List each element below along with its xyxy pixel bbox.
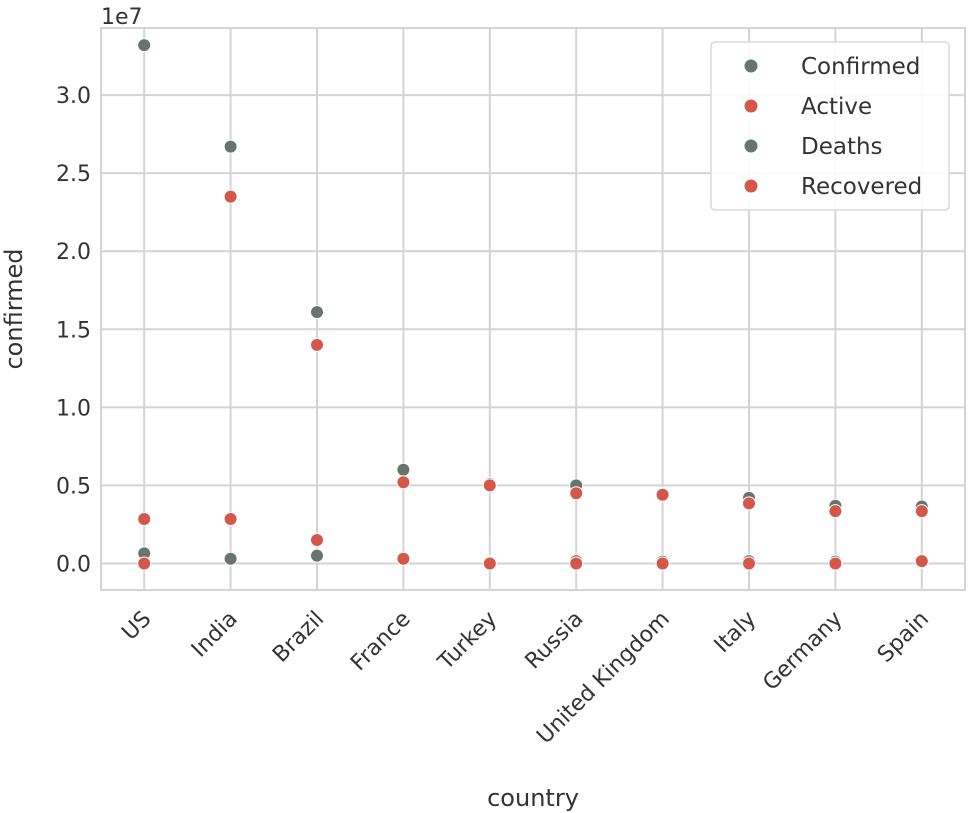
point-confirmed <box>396 462 411 477</box>
point-active <box>655 487 670 502</box>
legend-box <box>710 41 950 211</box>
plot-frame <box>100 27 966 591</box>
x-tick-label: Italy <box>710 607 761 658</box>
legend-label-confirmed: Confirmed <box>801 54 920 80</box>
point-active <box>223 189 238 204</box>
y-tick-label: 0.0 <box>56 552 91 577</box>
legend-label-active: Active <box>801 94 872 120</box>
point-active <box>569 486 584 501</box>
y-tick-label: 0.5 <box>56 474 91 499</box>
point-confirmed <box>310 305 324 320</box>
point-recovered <box>482 556 497 571</box>
y-tick-label: 2.0 <box>56 240 91 265</box>
y-tick-label: 1.5 <box>56 318 91 343</box>
x-tick-label: Brazil <box>268 607 329 668</box>
point-active <box>742 496 756 511</box>
point-active <box>482 478 497 493</box>
point-active <box>310 337 324 352</box>
point-recovered <box>914 554 929 569</box>
point-confirmed <box>223 139 238 154</box>
x-tick-label: India <box>187 607 243 663</box>
y-offset-label: 1e7 <box>101 5 143 30</box>
x-axis-title: country <box>487 784 579 812</box>
point-confirmed <box>137 38 152 53</box>
x-tick-label: Turkey <box>433 607 502 676</box>
legend-marker-recovered <box>744 179 758 193</box>
point-recovered <box>742 556 756 571</box>
x-tick-label: Russia <box>521 607 589 675</box>
legend-marker-confirmed <box>744 59 758 73</box>
point-active <box>396 475 411 490</box>
point-deaths <box>223 551 238 566</box>
y-tick-labels: 0.0 0.5 1.0 1.5 2.0 2.5 3.0 <box>56 84 91 577</box>
x-tick-label: Spain <box>873 607 934 668</box>
legend: Confirmed Active Deaths Recovered <box>710 41 950 211</box>
point-recovered <box>396 551 411 566</box>
legend-label-recovered: Recovered <box>801 174 922 200</box>
point-deaths <box>310 548 324 563</box>
point-active <box>137 511 152 526</box>
legend-marker-deaths <box>744 139 758 153</box>
legend-label-deaths: Deaths <box>801 134 883 160</box>
x-tick-label: US <box>117 607 156 646</box>
point-recovered <box>223 511 238 526</box>
point-active <box>828 504 843 519</box>
point-recovered <box>828 556 843 571</box>
y-tick-label: 1.0 <box>56 396 91 421</box>
x-tick-label: France <box>346 607 415 676</box>
point-active <box>914 504 929 519</box>
x-tick-label: Germany <box>758 607 847 696</box>
point-recovered <box>569 556 584 571</box>
point-recovered <box>655 556 670 571</box>
point-recovered <box>137 556 152 571</box>
y-tick-label: 3.0 <box>56 84 91 109</box>
data-points <box>137 38 929 571</box>
legend-marker-active <box>744 99 758 113</box>
y-tick-label: 2.5 <box>56 162 91 187</box>
point-recovered <box>310 533 324 548</box>
y-axis-title: confirmed <box>0 248 28 369</box>
